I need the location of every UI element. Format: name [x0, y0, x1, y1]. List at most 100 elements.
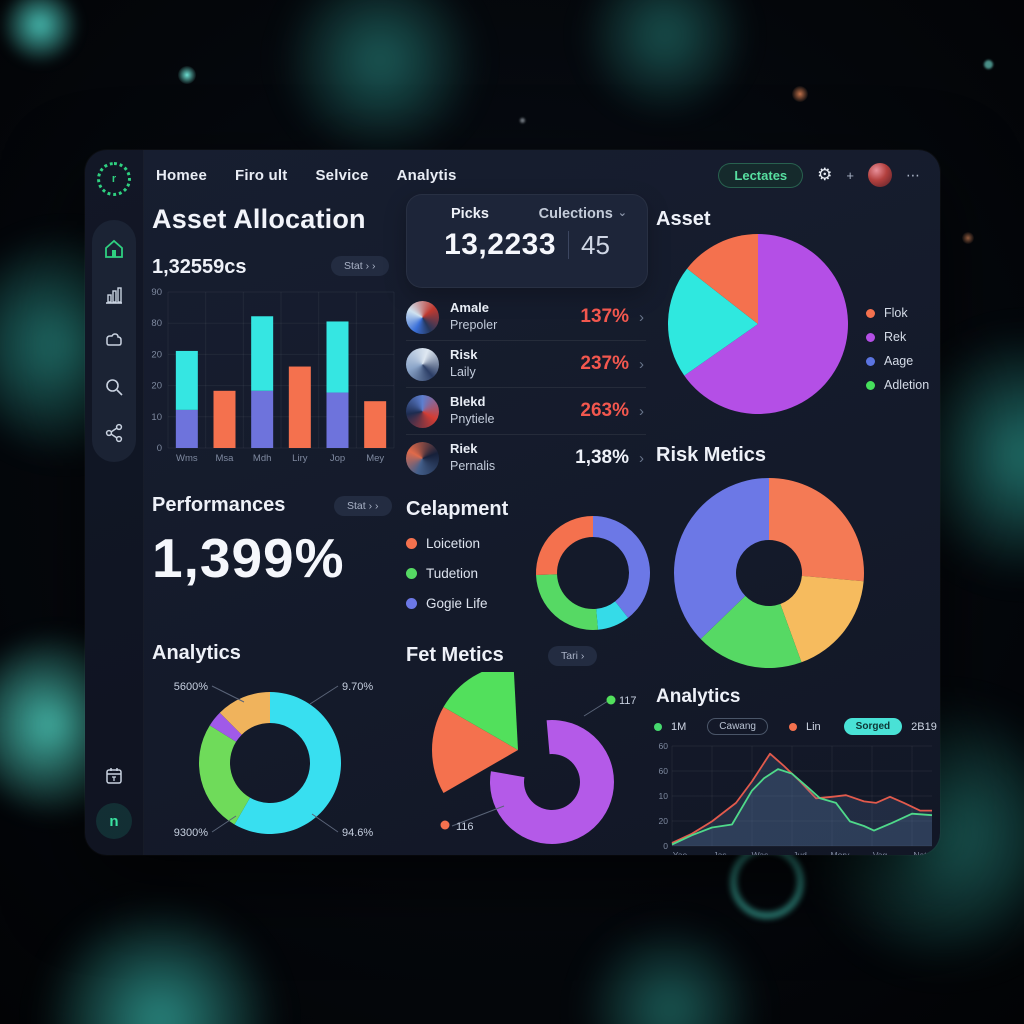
share-icon: [105, 423, 123, 443]
fet-metics-chart: 117 116: [412, 672, 647, 855]
add-icon[interactable]: +: [846, 167, 854, 183]
allocation-stat: 1,32559cs: [152, 256, 247, 278]
asset-title: Asset: [656, 208, 711, 230]
home-icon: [105, 239, 123, 258]
settings-gear-icon[interactable]: ⚙: [817, 165, 833, 184]
svg-text:60: 60: [659, 741, 669, 751]
top-nav: Homee Firo ult Selvice Analytis Lectates…: [144, 150, 940, 194]
folder-icon: [106, 333, 122, 346]
glow-blob: [580, 0, 750, 120]
dashboard-content: Asset Allocation 1,32559cs Stat › › 90 80…: [144, 194, 940, 855]
tab-picks[interactable]: Picks: [451, 206, 489, 222]
sidebar-item-home[interactable]: [103, 238, 125, 260]
legend-dot: [406, 538, 417, 549]
asset-pie-chart: [666, 232, 851, 417]
legend-label-1m: 1M: [671, 720, 687, 733]
dashboard-window: r n: [85, 150, 940, 855]
analytics-legend-row: 1M Cawang Lin Sorged 2B19: [654, 718, 937, 735]
legend-label: Rek: [884, 330, 907, 344]
allocation-bar-chart: 90 80 20 20 10 0 Wms Msa Mdh Liry Jop Mey: [144, 286, 402, 466]
avatar: [406, 441, 439, 475]
sidebar-item-search[interactable]: [103, 376, 125, 398]
nav-item-analytics[interactable]: Analytis: [396, 166, 457, 184]
performances-value: 1,399%: [152, 527, 345, 589]
holding-name: Amale: [450, 300, 490, 316]
allocation-stat-pill[interactable]: Stat › ›: [331, 256, 389, 276]
tab-culections[interactable]: Culections ⌄: [539, 206, 627, 222]
svg-text:10: 10: [151, 412, 162, 423]
page-title: Asset Allocation: [152, 204, 366, 234]
holding-value: 237%: [580, 353, 629, 374]
legend-dot: [406, 568, 417, 579]
chevron-right-icon[interactable]: ›: [639, 402, 644, 420]
legend-dot: [866, 308, 875, 318]
svg-text:80: 80: [151, 318, 162, 329]
performances-title: Performances: [152, 494, 286, 516]
legend-item: Flok: [866, 306, 929, 320]
legend-dot: [866, 356, 875, 366]
sidebar-item-calendar[interactable]: [103, 765, 125, 787]
legend-item: Gogie Life: [406, 596, 488, 611]
legend-label: Adletion: [884, 378, 930, 392]
glow-blob: [280, 0, 480, 160]
nav-item-firoult[interactable]: Firo ult: [235, 166, 288, 184]
chevron-right-icon[interactable]: ›: [639, 355, 644, 373]
svg-text:Jud: Jud: [793, 850, 807, 855]
main-area: Homee Firo ult Selvice Analytis Lectates…: [144, 150, 940, 855]
legend-label: Gogie Life: [426, 596, 488, 611]
svg-text:60: 60: [659, 766, 669, 776]
svg-text:Mory: Mory: [831, 850, 851, 855]
sidebar-user-button[interactable]: n: [96, 803, 132, 839]
sidebar-item-portfolio[interactable]: [103, 330, 125, 352]
chevron-right-icon[interactable]: ›: [639, 449, 644, 467]
nav-item-service[interactable]: Selvice: [315, 166, 369, 184]
glow-ring: [730, 845, 804, 919]
chevron-down-icon: ⌄: [617, 206, 627, 219]
list-item[interactable]: Risk Laily 237% ›: [406, 341, 646, 388]
status-badge[interactable]: Lectates: [718, 162, 804, 188]
fet-metics-pill[interactable]: Tari ›: [548, 646, 598, 666]
list-item[interactable]: Riek Pernalis 1,38% ›: [406, 435, 646, 481]
legend-item: Tudetion: [406, 566, 488, 581]
list-item[interactable]: Amale Prepoler 137% ›: [406, 294, 646, 341]
svg-text:Mdh: Mdh: [253, 453, 271, 464]
svg-text:94.6%: 94.6%: [342, 827, 373, 839]
svg-text:Nat: Nat: [913, 850, 927, 855]
calendar-icon: [106, 768, 122, 784]
svg-text:116: 116: [456, 821, 474, 833]
svg-text:Msa: Msa: [216, 453, 235, 464]
legend-dot-orange: [788, 722, 797, 731]
sidebar-item-stats[interactable]: [103, 284, 125, 306]
holding-sub: Pnytiele: [450, 412, 495, 427]
legend-label: Aage: [884, 354, 914, 368]
user-avatar[interactable]: [868, 163, 892, 187]
performances-pill[interactable]: Stat › ›: [334, 496, 392, 516]
analytics-right-title: Analytics: [656, 686, 741, 707]
cawang-pill-button[interactable]: Cawang: [707, 718, 768, 735]
star-dot: [792, 86, 808, 102]
nav-item-home[interactable]: Homee: [156, 166, 208, 184]
legend-item: Adletion: [866, 378, 929, 392]
more-options-icon[interactable]: ⋯: [906, 166, 922, 183]
star-dot: [520, 118, 525, 123]
svg-text:Liry: Liry: [292, 453, 308, 464]
star-dot: [984, 60, 993, 69]
sorted-pill-button[interactable]: Sorged: [843, 718, 903, 735]
svg-text:9.70%: 9.70%: [342, 681, 373, 693]
avatar: [406, 347, 439, 381]
holding-value: 1,38%: [575, 447, 629, 468]
glow-blob: [580, 920, 760, 1024]
legend-label-lin: Lin: [805, 720, 821, 733]
holding-sub: Pernalis: [450, 459, 496, 474]
list-item[interactable]: Blekd Pnytiele 263% ›: [406, 388, 646, 435]
bar-chart-icon: [106, 287, 122, 304]
app-logo-icon[interactable]: r: [97, 162, 131, 196]
svg-text:0: 0: [157, 443, 162, 454]
legend-label: Tudetion: [426, 566, 479, 581]
sidebar-item-share[interactable]: [103, 422, 125, 444]
celapment-donut-chart: [532, 512, 654, 634]
chevron-right-icon[interactable]: ›: [639, 308, 644, 326]
svg-text:Jop: Jop: [330, 453, 345, 464]
search-icon: [106, 379, 123, 396]
